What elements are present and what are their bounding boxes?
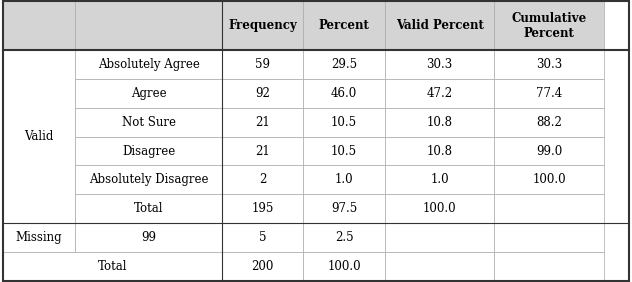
Text: Agree: Agree bbox=[131, 87, 166, 100]
Text: 10.8: 10.8 bbox=[427, 145, 453, 158]
Bar bbox=[303, 252, 385, 281]
Text: 2: 2 bbox=[259, 173, 267, 186]
Bar bbox=[222, 1, 303, 50]
Text: Valid: Valid bbox=[25, 130, 54, 143]
Text: Percent: Percent bbox=[319, 19, 370, 32]
Bar bbox=[303, 108, 385, 137]
Text: 5: 5 bbox=[259, 231, 267, 244]
Text: Total: Total bbox=[134, 202, 164, 215]
Bar bbox=[494, 1, 604, 50]
Bar bbox=[75, 223, 222, 252]
Bar bbox=[303, 79, 385, 108]
Bar bbox=[75, 79, 222, 108]
Text: 195: 195 bbox=[252, 202, 274, 215]
Text: 100.0: 100.0 bbox=[532, 173, 566, 186]
Text: 10.5: 10.5 bbox=[331, 116, 357, 129]
Bar bbox=[75, 194, 222, 223]
Bar bbox=[3, 50, 75, 79]
Bar bbox=[222, 108, 303, 137]
Text: 100.0: 100.0 bbox=[423, 202, 456, 215]
Bar bbox=[494, 79, 604, 108]
Text: 77.4: 77.4 bbox=[536, 87, 562, 100]
Text: 29.5: 29.5 bbox=[331, 58, 357, 71]
Bar bbox=[222, 166, 303, 194]
Text: 21: 21 bbox=[255, 116, 270, 129]
Bar bbox=[303, 194, 385, 223]
Text: 97.5: 97.5 bbox=[331, 202, 357, 215]
Bar bbox=[494, 108, 604, 137]
Bar bbox=[75, 50, 222, 79]
Bar bbox=[3, 166, 75, 194]
Text: Cumulative
Percent: Cumulative Percent bbox=[511, 12, 586, 40]
Text: 30.3: 30.3 bbox=[427, 58, 453, 71]
Text: 92: 92 bbox=[255, 87, 270, 100]
Bar bbox=[3, 79, 75, 108]
Bar bbox=[385, 1, 494, 50]
Text: Not Sure: Not Sure bbox=[121, 116, 176, 129]
Bar bbox=[385, 79, 494, 108]
Text: 200: 200 bbox=[252, 260, 274, 273]
Bar bbox=[385, 223, 494, 252]
Bar bbox=[494, 137, 604, 166]
Text: Missing: Missing bbox=[16, 231, 63, 244]
Text: 46.0: 46.0 bbox=[331, 87, 357, 100]
Bar bbox=[303, 137, 385, 166]
Text: Absolutely Disagree: Absolutely Disagree bbox=[89, 173, 209, 186]
Bar bbox=[385, 166, 494, 194]
Text: Frequency: Frequency bbox=[228, 19, 297, 32]
Bar bbox=[3, 223, 75, 252]
Text: Disagree: Disagree bbox=[122, 145, 175, 158]
Bar bbox=[3, 252, 222, 281]
Text: 30.3: 30.3 bbox=[536, 58, 562, 71]
Bar bbox=[303, 50, 385, 79]
Bar bbox=[494, 194, 604, 223]
Text: 88.2: 88.2 bbox=[536, 116, 562, 129]
Bar bbox=[75, 137, 222, 166]
Bar bbox=[494, 223, 604, 252]
Bar bbox=[222, 223, 303, 252]
Text: 1.0: 1.0 bbox=[430, 173, 449, 186]
Bar bbox=[494, 252, 604, 281]
Text: Total: Total bbox=[98, 260, 128, 273]
Text: 1.0: 1.0 bbox=[335, 173, 353, 186]
Bar bbox=[385, 50, 494, 79]
Bar bbox=[3, 50, 75, 223]
Bar bbox=[75, 108, 222, 137]
Bar bbox=[222, 50, 303, 79]
Bar bbox=[222, 252, 303, 281]
Text: 99: 99 bbox=[141, 231, 156, 244]
Bar bbox=[3, 1, 75, 50]
Text: 21: 21 bbox=[255, 145, 270, 158]
Text: 10.8: 10.8 bbox=[427, 116, 453, 129]
Bar bbox=[303, 223, 385, 252]
Bar bbox=[222, 194, 303, 223]
Bar bbox=[222, 79, 303, 108]
Bar bbox=[385, 108, 494, 137]
Bar bbox=[75, 166, 222, 194]
Bar bbox=[385, 194, 494, 223]
Text: 10.5: 10.5 bbox=[331, 145, 357, 158]
Text: Absolutely Agree: Absolutely Agree bbox=[98, 58, 200, 71]
Text: 2.5: 2.5 bbox=[335, 231, 353, 244]
Bar bbox=[3, 137, 75, 166]
Text: 59: 59 bbox=[255, 58, 270, 71]
Text: Valid Percent: Valid Percent bbox=[396, 19, 483, 32]
Bar bbox=[222, 137, 303, 166]
Bar bbox=[385, 137, 494, 166]
Text: 99.0: 99.0 bbox=[536, 145, 562, 158]
Bar bbox=[385, 252, 494, 281]
Bar bbox=[3, 108, 75, 137]
Bar bbox=[494, 50, 604, 79]
Bar bbox=[303, 1, 385, 50]
Bar bbox=[303, 166, 385, 194]
Bar bbox=[75, 1, 222, 50]
Text: 100.0: 100.0 bbox=[327, 260, 361, 273]
Text: 47.2: 47.2 bbox=[427, 87, 453, 100]
Bar bbox=[494, 166, 604, 194]
Bar bbox=[3, 194, 75, 223]
